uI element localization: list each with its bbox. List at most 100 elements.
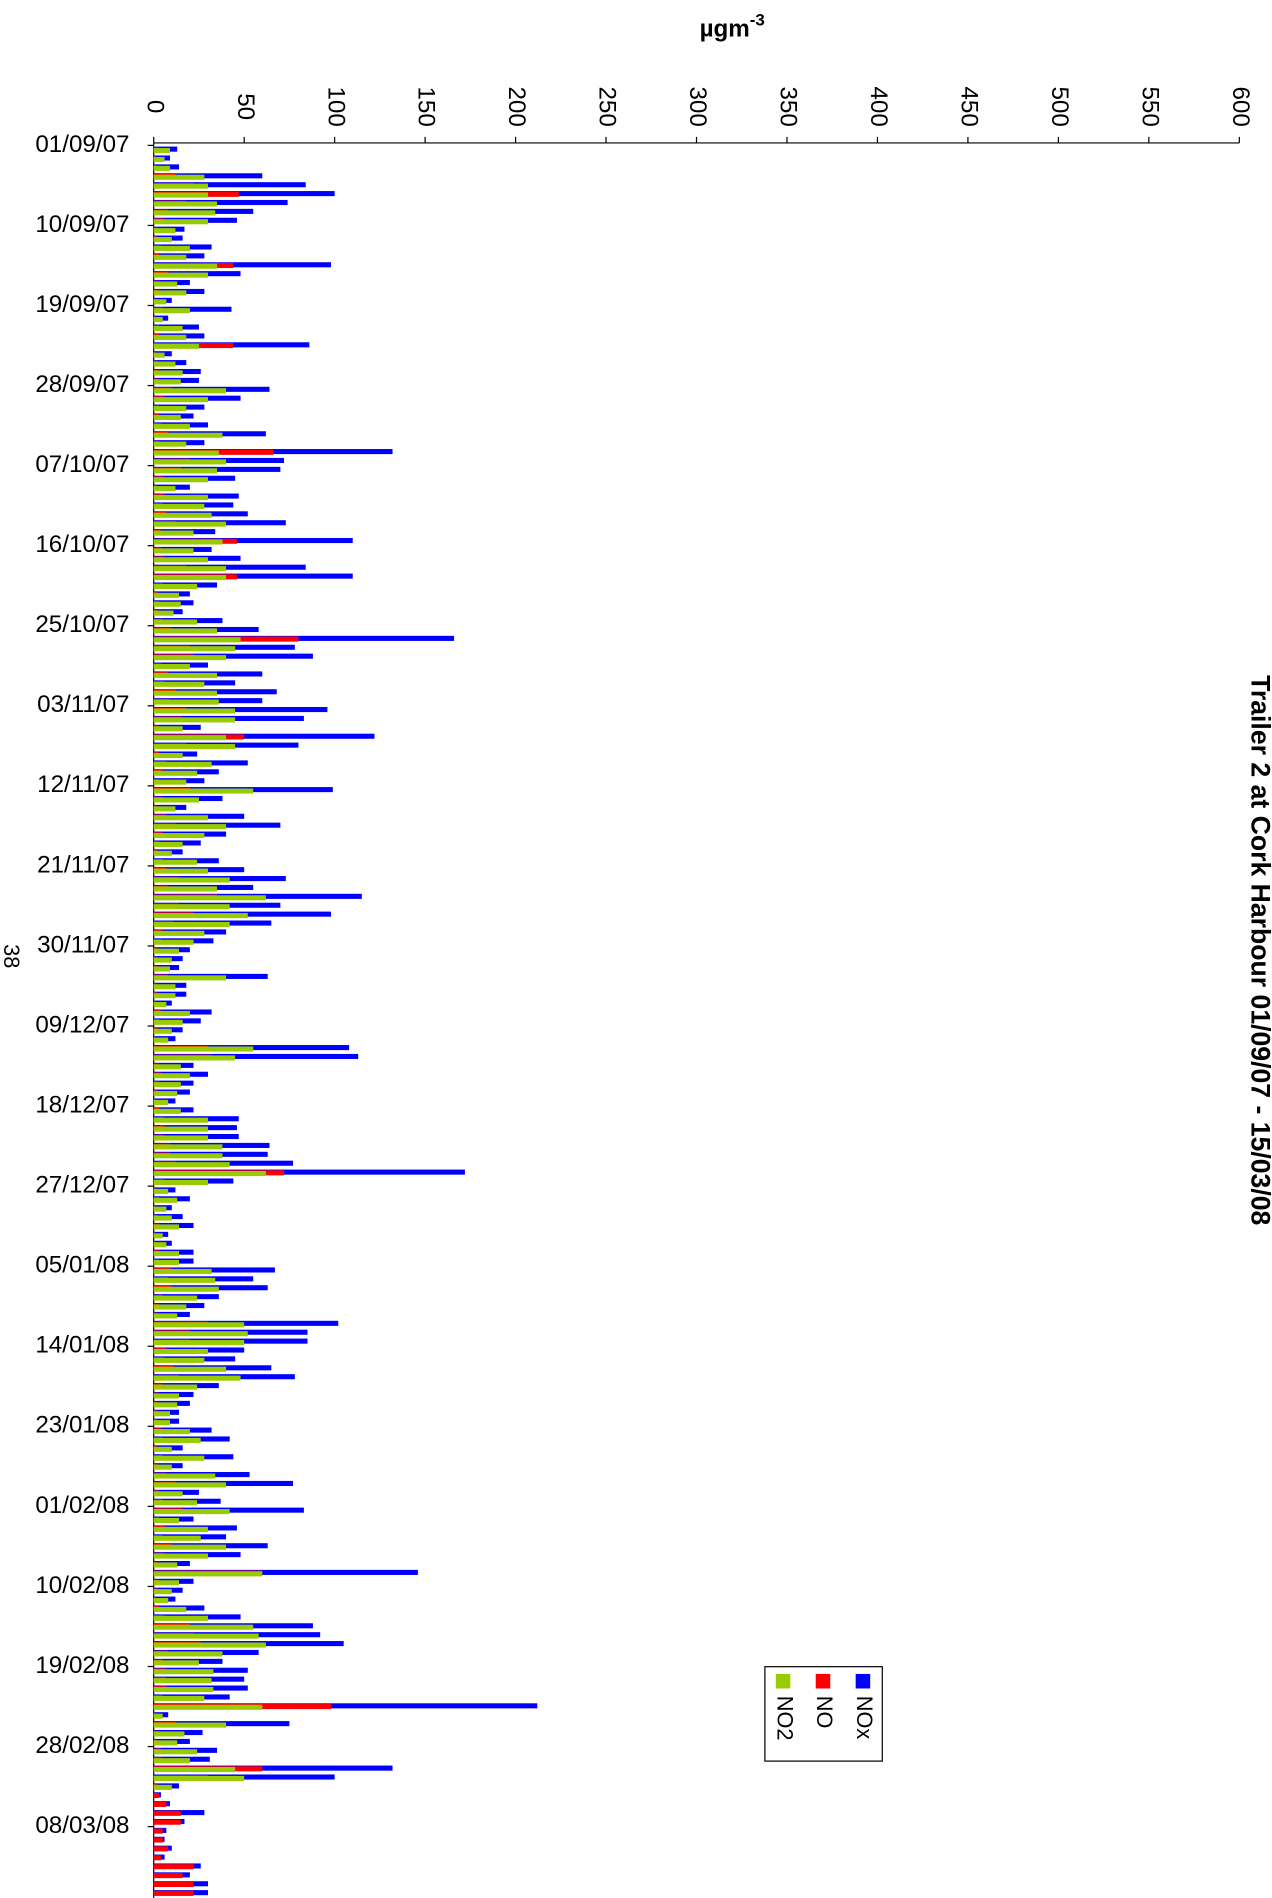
- axis-label-text: µgm: [700, 15, 750, 42]
- bar: [153, 494, 208, 501]
- chart-title: Trailer 2 at Cork Harbour 01/09/07 - 15/…: [1246, 675, 1272, 1225]
- axis-label-superscript: -3: [750, 11, 765, 30]
- x-tick-label: 01/02/08: [35, 1492, 129, 1519]
- bar: [153, 1890, 194, 1896]
- bar: [153, 1366, 227, 1372]
- bar: [153, 733, 375, 739]
- bar: [153, 1713, 163, 1719]
- bar: [153, 1206, 167, 1212]
- legend-label: NO2: [772, 1696, 797, 1741]
- bar: [153, 921, 230, 928]
- bar: [153, 449, 393, 455]
- bar: [153, 628, 218, 634]
- bar: [153, 477, 208, 483]
- bar: [153, 1053, 359, 1060]
- bar: [153, 637, 241, 643]
- bar: [153, 441, 187, 447]
- y-tick-label: 250: [594, 86, 621, 126]
- bar: [153, 815, 208, 821]
- bar: [153, 406, 187, 412]
- bar: [153, 1615, 208, 1621]
- bar: [153, 1881, 194, 1888]
- bar: [153, 592, 180, 598]
- legend-swatch: [855, 1673, 871, 1689]
- bar: [153, 1320, 339, 1326]
- bar: [153, 1446, 172, 1452]
- bar: [153, 1624, 254, 1630]
- bar: [153, 459, 227, 465]
- bar: [153, 379, 181, 385]
- bar: [153, 975, 227, 981]
- bar: [153, 726, 183, 732]
- bar: [153, 601, 181, 607]
- y-tick-label: 450: [956, 86, 983, 126]
- bar: [153, 1500, 198, 1506]
- bar: [153, 966, 170, 972]
- bar: [153, 1268, 212, 1274]
- bar: [153, 1144, 223, 1150]
- bar: [153, 1651, 223, 1657]
- bar: [153, 1695, 205, 1701]
- bar: [153, 653, 313, 659]
- bar: [153, 183, 208, 189]
- bar: [153, 352, 165, 358]
- bar: [153, 663, 190, 670]
- y-tick-label: 150: [413, 86, 440, 126]
- bar: [153, 263, 218, 269]
- x-tick-label: 23/01/08: [35, 1412, 129, 1439]
- bar: [153, 886, 218, 892]
- x-tick-label: 01/09/07: [35, 131, 129, 158]
- bar: [153, 1731, 185, 1737]
- bar: [153, 254, 187, 260]
- bar: [153, 1126, 208, 1132]
- bar: [153, 156, 165, 163]
- bar: [153, 182, 306, 188]
- bar: [153, 468, 218, 474]
- bar: [153, 1437, 201, 1443]
- bar: [153, 174, 205, 180]
- bar: [153, 1002, 167, 1008]
- bar: [153, 1402, 178, 1408]
- bar: [153, 1117, 208, 1123]
- bar: [153, 343, 199, 349]
- y-tick-label: 300: [684, 86, 711, 126]
- bar: [153, 521, 227, 527]
- bar: [153, 1028, 172, 1034]
- bar: [153, 1251, 180, 1257]
- bar: [153, 530, 194, 536]
- bar: [153, 1171, 266, 1177]
- x-tick-label: 12/11/07: [37, 771, 129, 798]
- bar: [153, 1348, 208, 1355]
- bar: [153, 1740, 178, 1746]
- bar: [153, 1792, 160, 1799]
- bar: [153, 173, 263, 179]
- bar: [153, 1580, 180, 1586]
- bar: [153, 1188, 169, 1194]
- x-tick-label: 19/02/08: [35, 1652, 129, 1679]
- bar: [153, 450, 219, 456]
- bar: [153, 1331, 248, 1337]
- bar: [153, 1055, 236, 1061]
- bar: [153, 1553, 208, 1559]
- bar: [153, 1375, 241, 1381]
- bar: [153, 1277, 216, 1283]
- x-tick-label: 10/09/07: [35, 211, 129, 238]
- bar: [153, 557, 208, 563]
- y-tick-label: 550: [1136, 86, 1163, 126]
- bar: [153, 635, 455, 641]
- bar: [153, 1215, 172, 1221]
- bar: [153, 1846, 169, 1852]
- bar: [153, 1169, 465, 1175]
- bar: [153, 1704, 263, 1710]
- bar: [153, 548, 194, 554]
- x-tick-label: 18/12/07: [35, 1091, 129, 1118]
- bar: [153, 1259, 180, 1266]
- bar: [153, 1669, 214, 1675]
- bar: [153, 388, 227, 394]
- bar: [153, 370, 183, 376]
- bar: [153, 744, 236, 750]
- bar: [153, 486, 176, 492]
- bar: [153, 1535, 201, 1541]
- bar: [153, 1749, 198, 1755]
- bar: [153, 1286, 219, 1292]
